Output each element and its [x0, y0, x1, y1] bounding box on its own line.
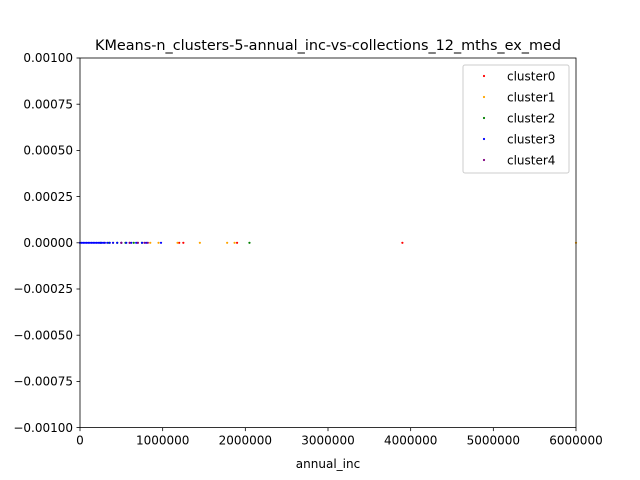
legend-marker [482, 116, 486, 120]
y-tick-label: 0.00075 [23, 97, 73, 111]
data-point [146, 241, 149, 244]
legend-frame [462, 64, 570, 174]
data-point [103, 241, 106, 244]
x-axis: 0 1000000 2000000 3000000 4000000 5000000 6000… [76, 427, 603, 448]
y-tick-label: −0.00075 [13, 375, 73, 389]
legend-label: cluster3 [507, 132, 555, 146]
legend-marker [482, 95, 486, 99]
x-axis-label: annual_inc [296, 457, 360, 471]
data-point [182, 241, 185, 244]
data-point [83, 241, 87, 244]
legend: cluster0 cluster1 cluster2 cluster3 cluster4 [462, 64, 570, 174]
data-point [136, 241, 139, 244]
x-tick-label: 5000000 [467, 434, 520, 448]
data-point [106, 241, 109, 244]
y-axis: 0.00100 0.00075 0.00050 0.00025 0.00000 −0.00… [13, 51, 80, 435]
data-point [159, 241, 163, 244]
data-point [100, 241, 103, 244]
data-point [149, 241, 152, 244]
data-point [93, 241, 96, 244]
x-tick-label: 4000000 [384, 434, 437, 448]
y-tick-label: 0.00050 [23, 144, 73, 158]
plot-frame [79, 57, 577, 429]
legend-marker [482, 74, 486, 78]
data-point [130, 241, 133, 244]
data-point [80, 241, 83, 244]
data-point [120, 241, 123, 244]
x-tick-label: 1000000 [136, 434, 189, 448]
data-point [176, 241, 179, 244]
data-point [143, 241, 146, 244]
data-point [233, 241, 236, 244]
legend-label: cluster0 [507, 69, 555, 83]
y-tick-label: 0.00000 [23, 236, 73, 250]
data-point [108, 241, 111, 244]
legend-marker [482, 158, 486, 162]
data-point [235, 241, 239, 244]
series-cluster3 [78, 241, 163, 244]
data-point [128, 241, 131, 244]
data-point [85, 241, 88, 244]
data-point [111, 241, 115, 244]
y-tick-label: −0.00050 [13, 328, 73, 342]
x-tick-label: 6000000 [549, 434, 602, 448]
plot-points [78, 241, 578, 244]
series-cluster4 [120, 241, 149, 244]
data-point [145, 241, 148, 244]
x-tick-label: 2000000 [219, 434, 272, 448]
data-point [97, 241, 100, 244]
data-point [198, 241, 201, 244]
legend-label: cluster2 [507, 111, 555, 125]
data-point [116, 241, 119, 244]
x-tick-label: 3000000 [301, 434, 354, 448]
data-point [132, 241, 135, 244]
chart-title: KMeans-n_clusters-5-annual_inc-vs-collec… [95, 38, 561, 54]
y-tick-label: −0.00025 [13, 282, 73, 296]
legend-marker [482, 137, 486, 141]
legend-label: cluster4 [507, 153, 555, 167]
y-tick-label: −0.00100 [13, 421, 73, 435]
data-point [95, 241, 98, 244]
y-tick-label: 0.00100 [23, 51, 73, 65]
data-point [125, 241, 128, 244]
data-point [248, 241, 251, 244]
data-point [157, 241, 160, 244]
series-cluster1 [103, 241, 578, 244]
data-point [82, 241, 85, 244]
legend-label: cluster1 [507, 90, 555, 104]
data-point [178, 241, 181, 244]
y-tick-label: 0.00025 [23, 190, 73, 204]
data-point [102, 241, 105, 244]
data-point [98, 241, 101, 244]
data-point [92, 241, 95, 244]
data-point [135, 241, 138, 244]
series-cluster0 [178, 241, 404, 244]
data-point [226, 241, 229, 244]
data-point [88, 241, 92, 244]
data-point [401, 241, 404, 244]
data-point [87, 241, 90, 244]
data-point [90, 241, 93, 244]
x-tick-label: 0 [76, 434, 84, 448]
data-point [140, 241, 144, 244]
